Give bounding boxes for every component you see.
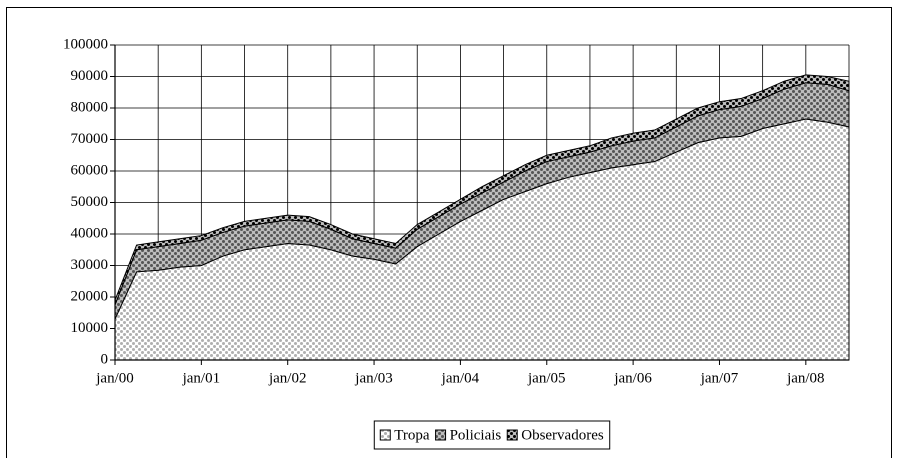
y-tick-label: 40000 (71, 225, 109, 241)
legend-swatch (379, 429, 391, 441)
x-tick-label: jan/04 (441, 370, 480, 386)
y-tick-label: 60000 (71, 162, 109, 178)
y-tick-label: 20000 (71, 288, 109, 304)
legend: Tropa Policiais Observadores (373, 420, 611, 450)
x-tick-label: jan/08 (786, 370, 825, 386)
x-tick-label: jan/00 (95, 370, 134, 386)
y-tick-label: 0 (101, 351, 109, 367)
legend-box (373, 420, 611, 450)
legend-swatch (435, 429, 447, 441)
legend-label: Tropa (394, 427, 430, 443)
legend-label: Policiais (450, 427, 502, 443)
x-tick-label: jan/01 (182, 370, 221, 386)
x-tick-label: jan/02 (268, 370, 307, 386)
y-tick-label: 50000 (71, 194, 109, 210)
y-tick-label: 80000 (71, 99, 109, 115)
x-tick-label: jan/07 (700, 370, 739, 386)
y-tick-label: 30000 (71, 257, 109, 273)
x-tick-label: jan/03 (354, 370, 393, 386)
x-tick-label: jan/06 (613, 370, 652, 386)
y-tick-label: 100000 (63, 36, 108, 52)
y-tick-label: 90000 (71, 68, 109, 84)
x-tick-label: jan/05 (527, 370, 566, 386)
legend-swatch (506, 429, 518, 441)
legend-label: Observadores (521, 427, 604, 443)
area (114, 74, 850, 306)
frame (6, 7, 892, 458)
y-tick-label: 10000 (71, 320, 109, 336)
y-tick-label: 70000 (71, 131, 109, 147)
